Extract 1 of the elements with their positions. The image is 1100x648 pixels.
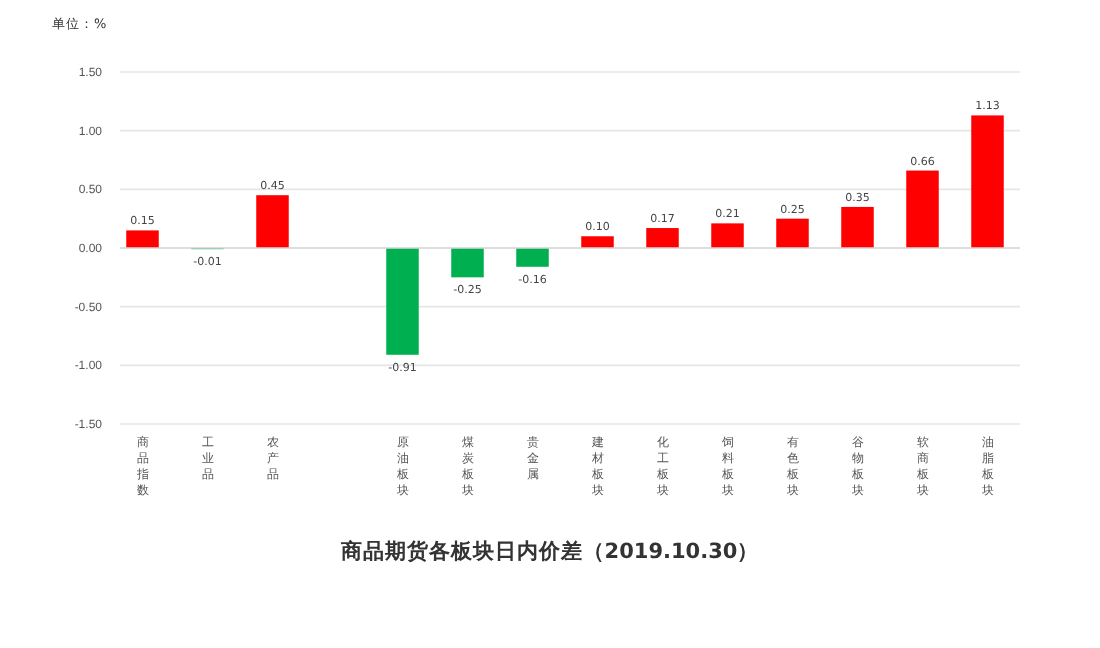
text: 商品期货各板块日内价差（2019.10.30） bbox=[338, 538, 760, 564]
